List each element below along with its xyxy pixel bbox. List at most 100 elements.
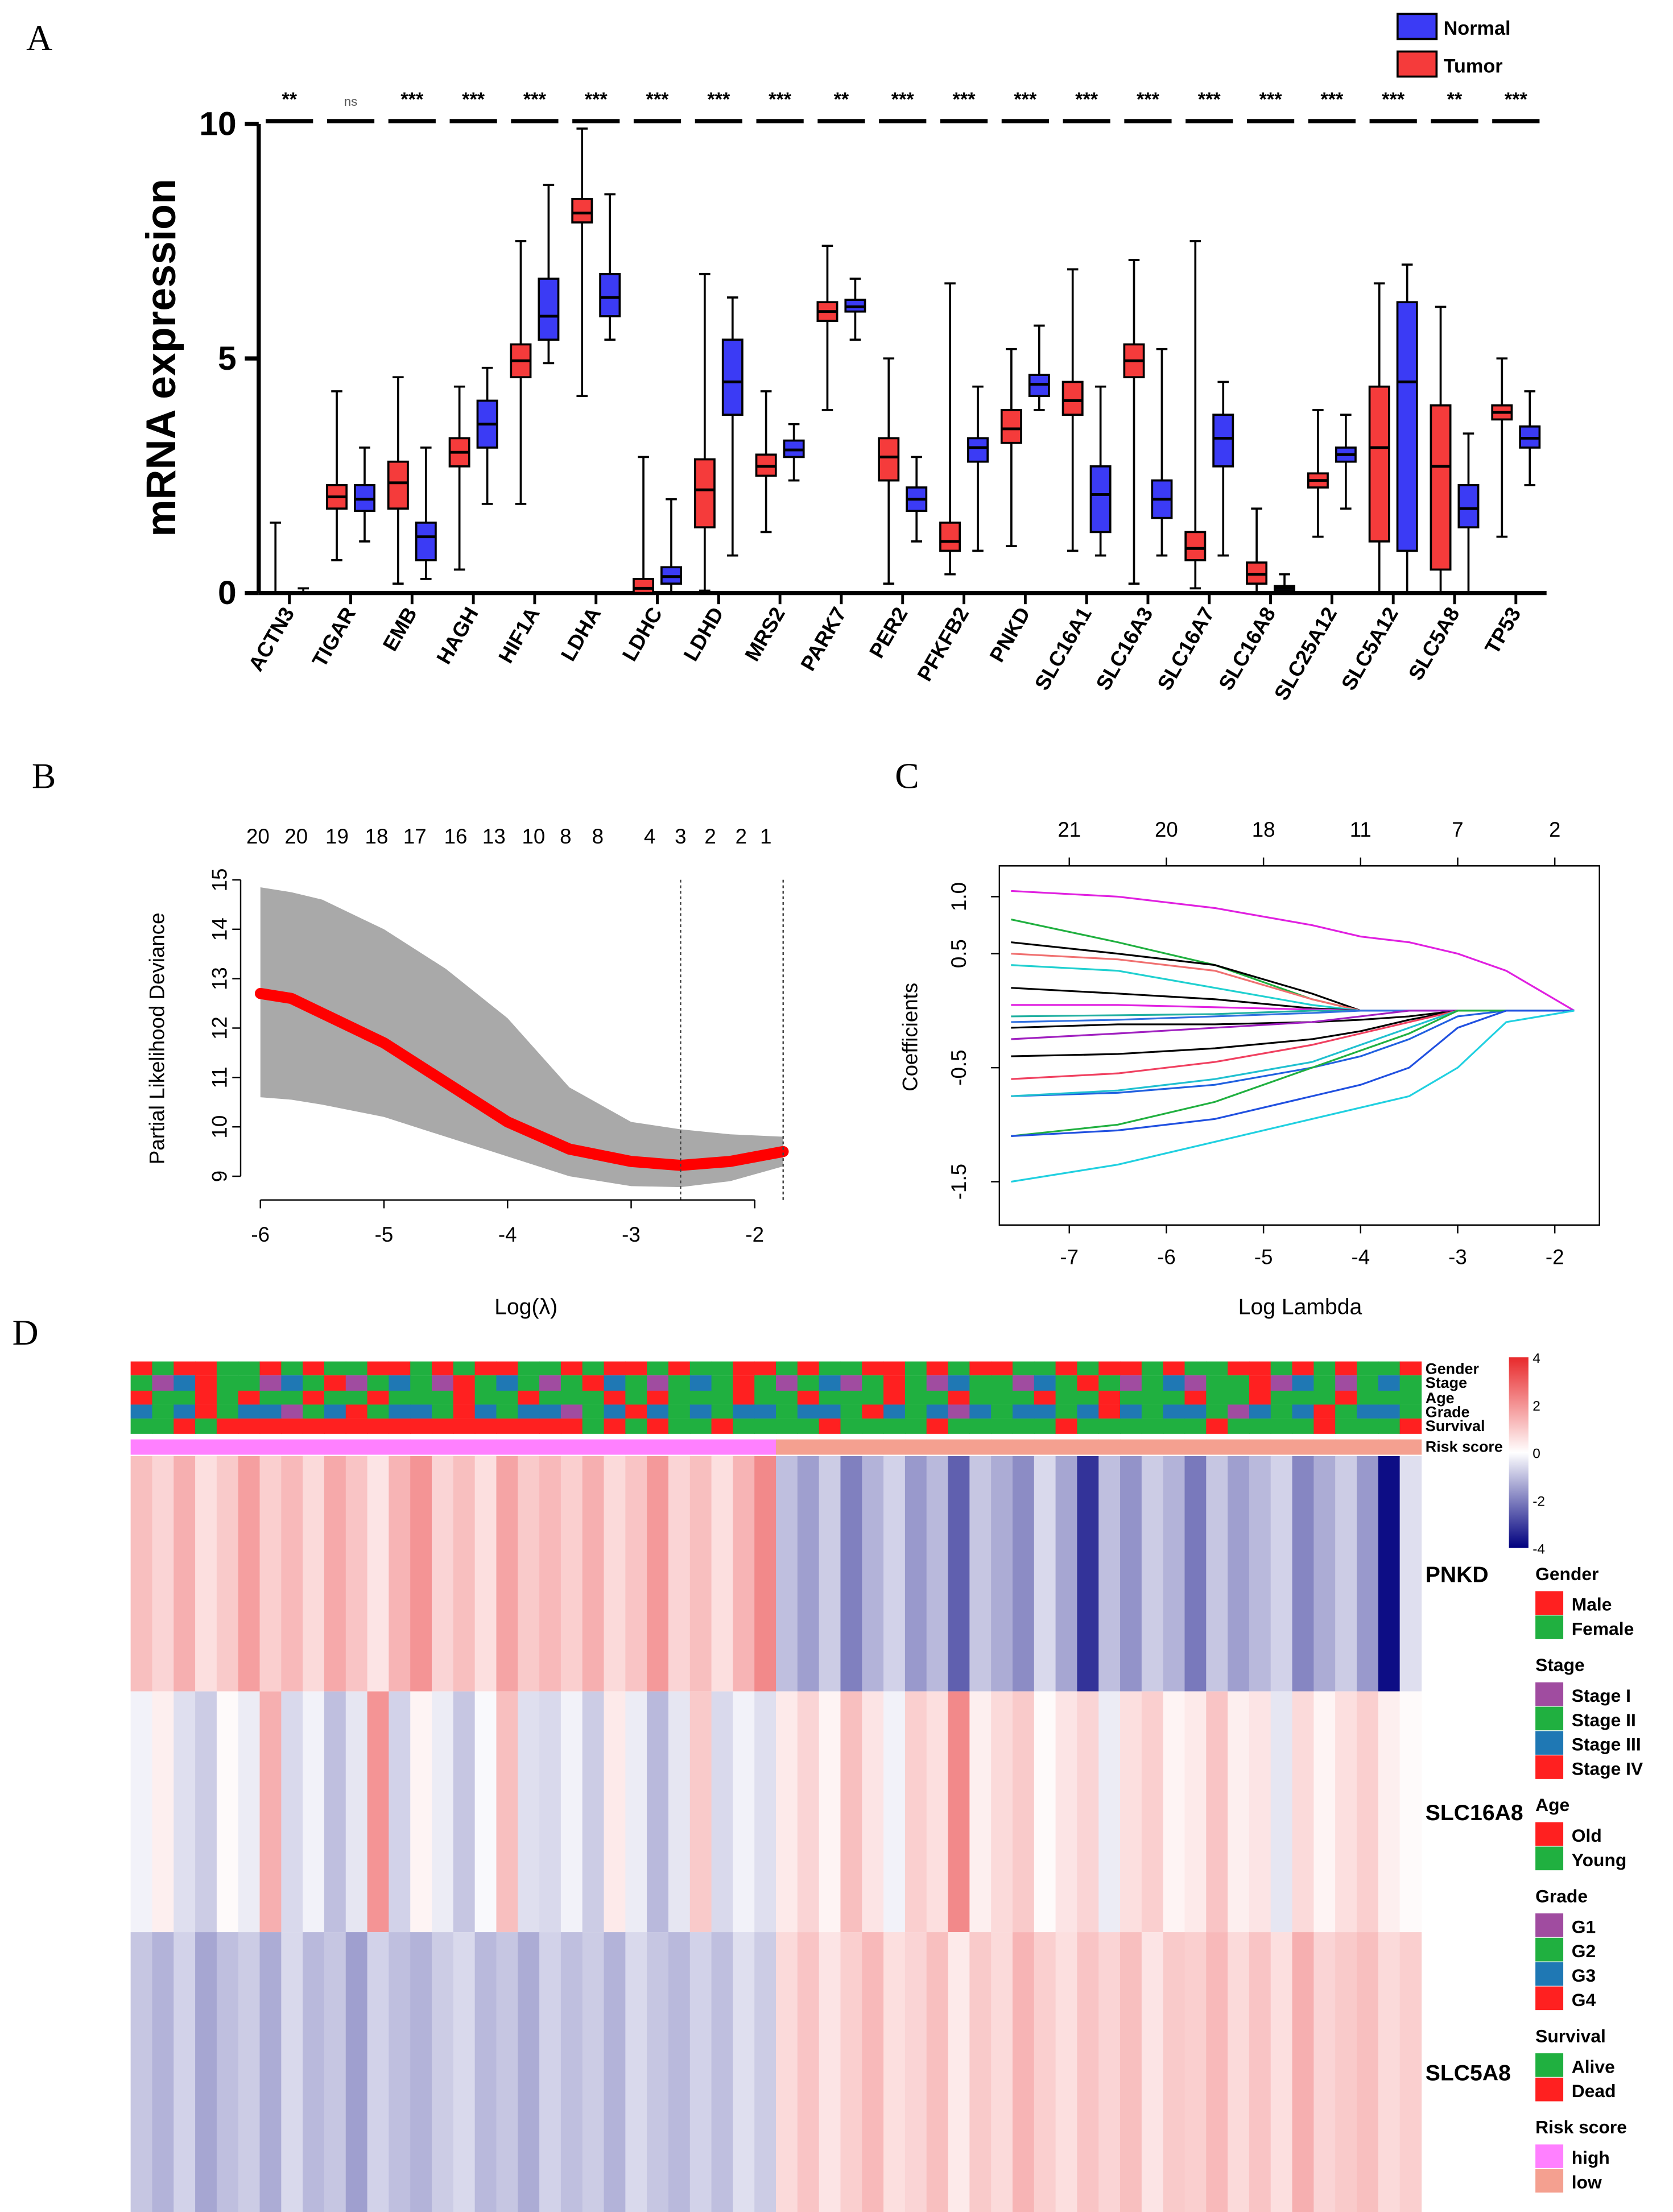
annotation-cell [604,1418,626,1434]
box [571,197,593,224]
top-tick-label: 7 [1452,818,1463,841]
heatmap-cell [1292,1932,1315,2212]
mean-curve [254,987,789,1171]
heatmap-cell [130,1691,153,1933]
heatmap-cell [259,1691,282,1933]
legend-label: Tumor [1444,55,1503,77]
annotation-cell [1292,1391,1315,1405]
heatmap-cell [969,1932,992,2212]
heatmap-cell [604,1932,626,2212]
annotation-cell [1249,1375,1271,1391]
heatmap-cell [862,1932,884,2212]
heatmap-cell [238,1456,261,1692]
annotation-cell [130,1375,153,1391]
heatmap-cell [754,1691,776,1933]
heatmap-cell [1141,1932,1164,2212]
annotation-cell [345,1361,368,1376]
annotation-cell [754,1404,776,1419]
annotation-cell [539,1418,561,1434]
top-tick-label: 20 [246,825,270,848]
legend-title: Stage [1535,1655,1585,1675]
heatmap-cell [1184,1691,1207,1933]
legend-swatch [1535,1615,1564,1639]
annotation-cell [130,1361,153,1376]
heatmap-cell [1270,1691,1293,1933]
annotation-cell [518,1375,540,1391]
heatmap-cell [195,1932,217,2212]
top-tick-label: 18 [365,825,389,848]
annotation-cell [389,1375,411,1391]
annotation-cell [152,1375,175,1391]
annotation-cell [1055,1391,1078,1405]
top-tick-label: 18 [1252,818,1275,841]
box [693,458,716,528]
annotation-cell [1356,1361,1379,1376]
heatmap-cell [1335,1691,1357,1933]
annotation-cell [797,1375,820,1391]
annotation-cell [733,1391,755,1405]
heatmap-cell [840,1691,863,1933]
heatmap-cell [1098,1456,1121,1692]
annotation-label: Age [1426,1390,1455,1407]
annotation-cell [1012,1439,1035,1455]
annotation-cell [1228,1418,1250,1434]
annotation-cell [303,1391,325,1405]
annotation-cell [862,1375,884,1391]
legend-swatch [1535,1962,1564,1986]
heatmap-cell [862,1691,884,1933]
annotation-cell [991,1439,1013,1455]
annotation-cell [1141,1418,1164,1434]
legend-swatch [1535,2169,1564,2193]
annotation-cell [711,1391,734,1405]
annotation-cell [1399,1404,1422,1419]
x-tick-label: TP53 [1480,603,1525,658]
annotation-cell [883,1404,906,1419]
heatmap-cell [389,1932,411,2212]
significance-label: *** [1382,89,1405,110]
annotation-cell [1034,1361,1056,1376]
annotation-label: Survival [1426,1417,1485,1434]
annotation-cell [668,1418,691,1434]
annotation-cell [582,1439,605,1455]
top-tick-label: 11 [1350,818,1372,841]
heatmap-cell [711,1691,734,1933]
x-axis-label: Log Lambda [1238,1295,1362,1319]
annotation-cell [862,1418,884,1434]
annotation-cell [1098,1375,1121,1391]
heatmap-cell [797,1932,820,2212]
annotation-cell [1249,1361,1271,1376]
annotation-cell [518,1361,540,1376]
heatmap-cell [1077,1456,1099,1692]
x-tick-label: SLC16A8 [1214,603,1280,694]
annotation-cell [367,1375,390,1391]
annotation-cell [1034,1404,1056,1419]
annotation-cell [1206,1404,1228,1419]
annotation-cell [582,1418,605,1434]
annotation-cell [389,1418,411,1434]
annotation-cell [904,1375,927,1391]
annotation-cell [1163,1361,1185,1376]
annotation-cell [303,1439,325,1455]
annotation-cell [948,1375,970,1391]
annotation-cell [711,1418,734,1434]
coefficient-path [1011,941,1575,1012]
box [939,522,961,552]
annotation-cell [582,1361,605,1376]
annotation-cell [904,1361,927,1376]
annotation-cell [1356,1418,1379,1434]
x-tick-label: -7 [1060,1245,1079,1268]
box [1000,409,1022,444]
significance-label: *** [1198,89,1221,110]
heatmap-cell [1249,1932,1271,2212]
heatmap-cell [840,1932,863,2212]
y-tick-label: 14 [208,917,232,941]
annotation-cell [776,1439,798,1455]
annotation-cell [668,1404,691,1419]
heatmap-cell [345,1932,368,2212]
annotation-cell [926,1404,949,1419]
annotation-cell [1249,1418,1271,1434]
annotation-cell [216,1404,239,1419]
heatmap-cell [367,1691,390,1933]
annotation-cell [1313,1375,1336,1391]
heatmap-cell [281,1691,303,1933]
